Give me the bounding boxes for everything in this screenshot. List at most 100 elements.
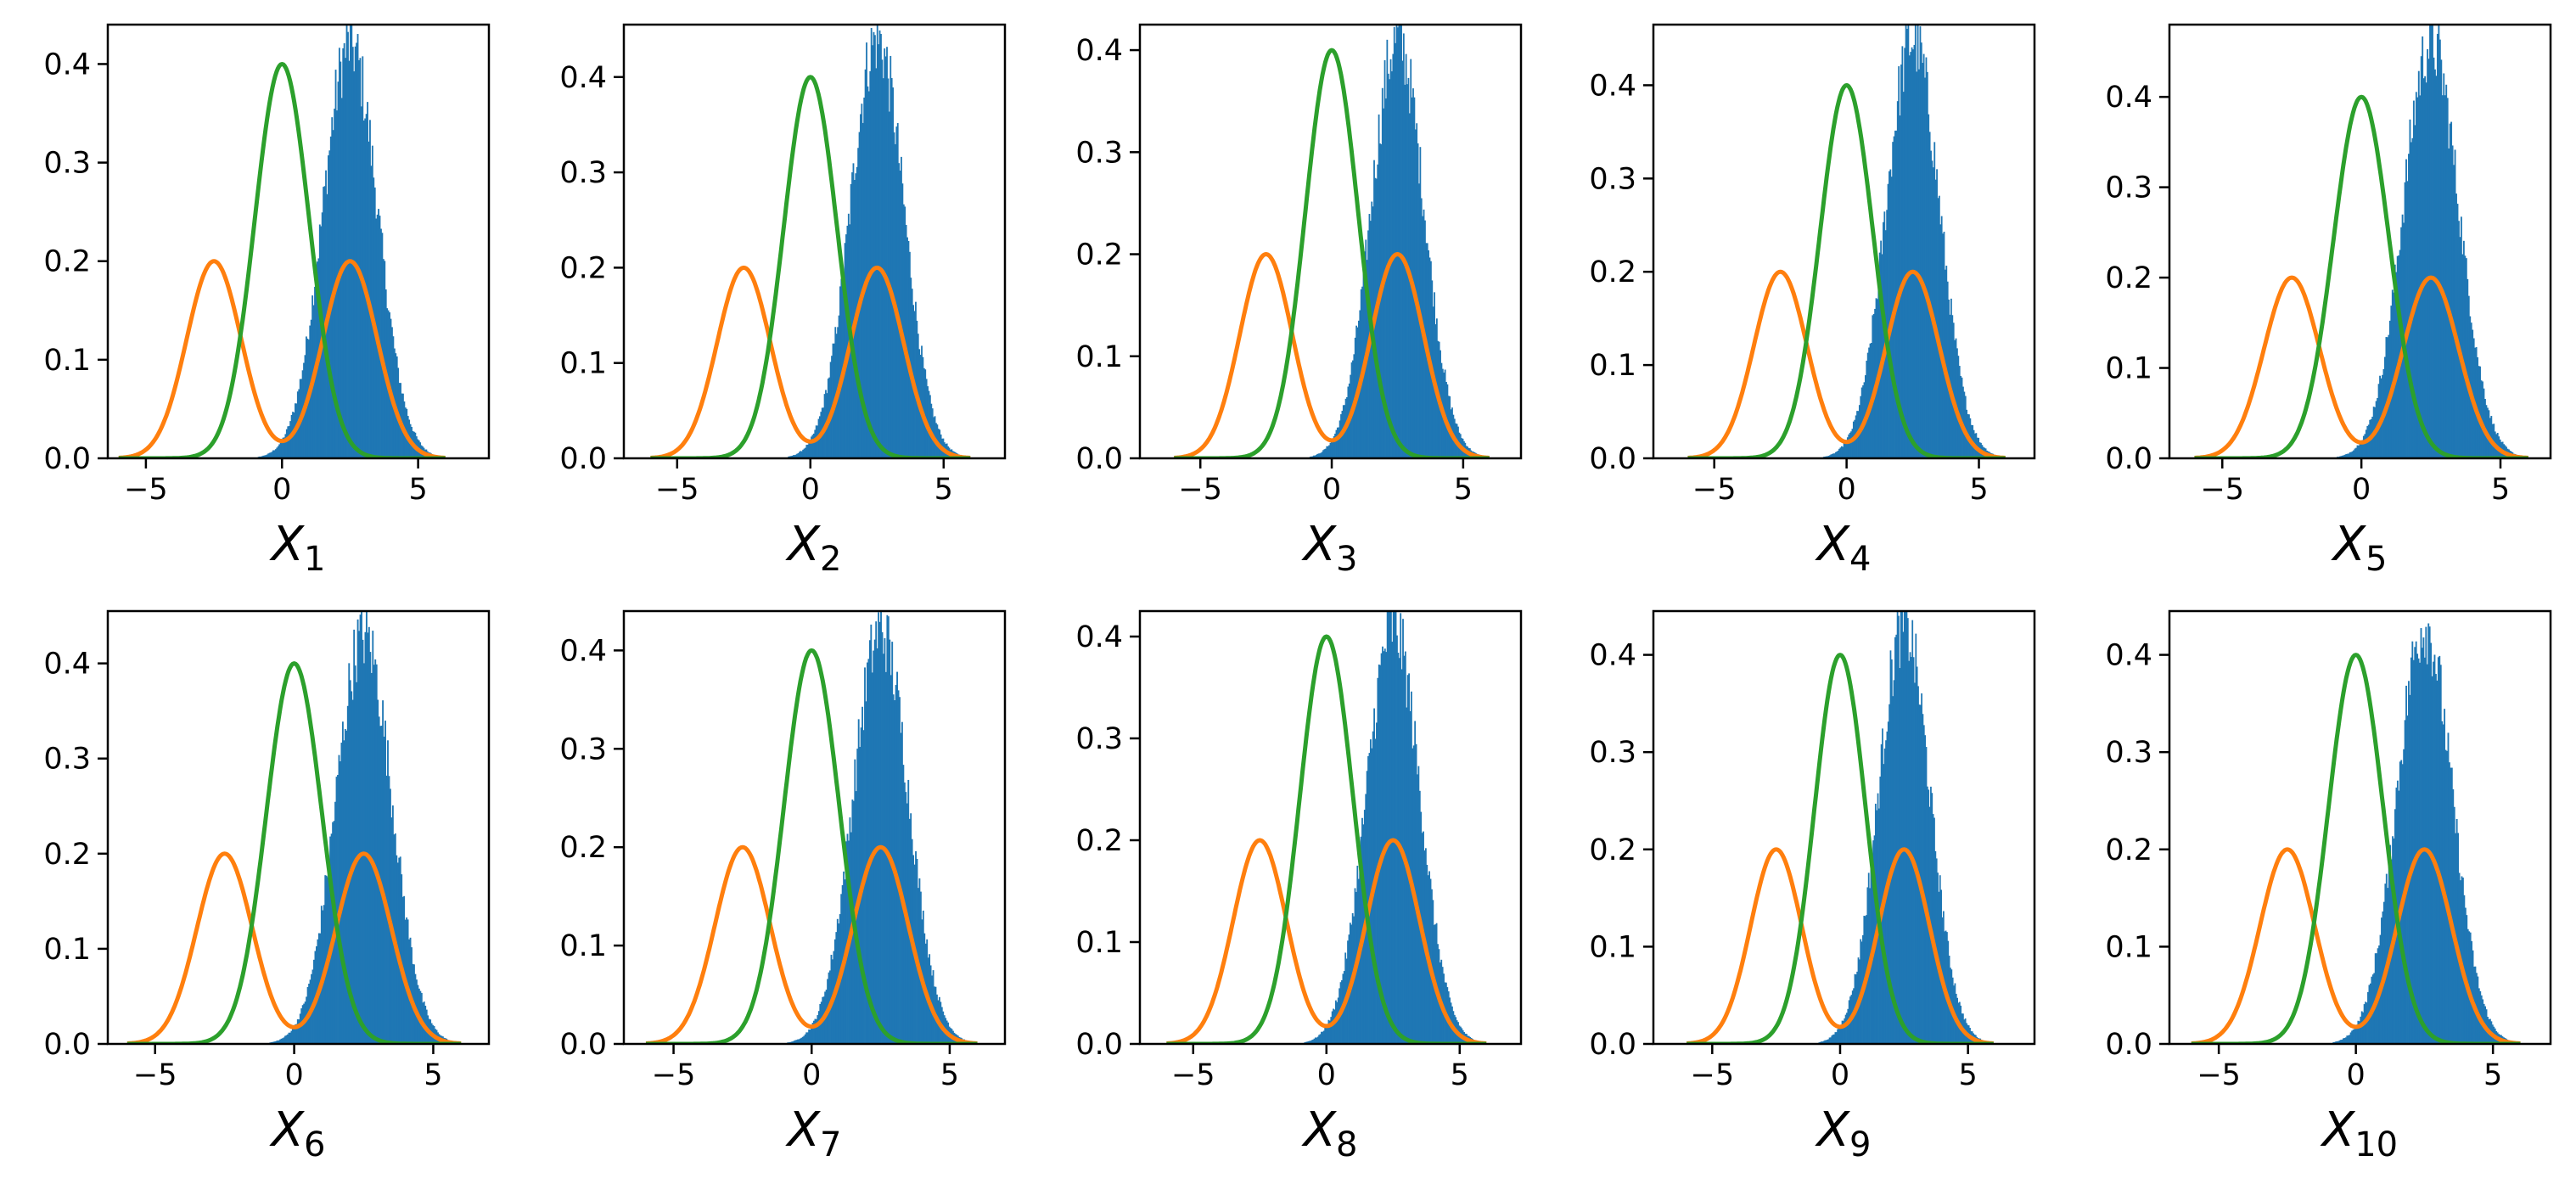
y-tick-label: 0.2 [559,251,607,285]
histogram-bar [806,444,809,458]
histogram-bar [2348,453,2350,458]
histogram-bar [2408,681,2410,1044]
histogram-bar [1415,743,1417,1044]
histogram-bar [1872,315,1874,458]
plot-area [645,611,979,1044]
histogram-bar [354,46,356,458]
y-tick-label: 0.4 [43,648,91,682]
histogram-bar [2427,48,2429,458]
histogram-bar [2390,306,2393,458]
histogram-bar [1947,940,1950,1044]
histogram-bar [273,450,276,458]
histogram-bar [1832,1035,1834,1044]
histogram-bar [2433,654,2436,1044]
histogram-bar [2411,641,2414,1044]
x-tick-label: 5 [1969,473,1988,507]
histogram-bar [884,637,886,1044]
histogram-bar [1827,456,1830,458]
histogram-bar [2357,1020,2360,1044]
histogram-bar [1321,1031,1322,1044]
histogram-bar [1842,1020,1844,1044]
histogram-bar [800,451,802,458]
histogram-bar [840,278,843,458]
mixture-pdf-line [1173,252,1490,458]
histogram-bar [346,705,349,1044]
histogram-bar [351,47,354,458]
x-tick-label: 5 [940,1058,959,1092]
histogram-bar [1957,356,1960,458]
histogram-bar [809,1029,811,1044]
histogram-bar [1324,448,1327,458]
histogram-bar [1406,675,1409,1044]
y-tick-label: 0.0 [2105,442,2152,476]
histogram-bar [2353,450,2355,458]
histogram-bar [2453,806,2455,1044]
histogram-bar [1952,323,1955,458]
y-tick-label: 0.3 [2105,736,2152,770]
histogram-bar [2455,818,2458,1044]
histogram-bar [895,126,898,458]
y-tick-label: 0.0 [559,1028,607,1062]
histogram-bar [1392,611,1395,1044]
histogram-bar [1398,25,1400,458]
histogram-bar [2398,255,2400,458]
plot-area [649,25,972,458]
histogram-bar [891,642,894,1044]
histogram-bar [1892,142,1894,458]
histogram-bar [870,27,873,458]
histogram-bar [2394,264,2396,458]
histogram-bar [365,611,368,1044]
histogram-bar [2440,59,2443,458]
histogram-bar [1391,642,1394,1044]
histogram-bar [1414,721,1417,1044]
histogram-bar [2483,388,2485,458]
histogram-bar [299,1013,301,1044]
mixture-pdf-line [1165,838,1488,1044]
histogram-bar [372,631,374,1044]
histogram-bar [276,447,278,458]
histogram-bar [1918,69,1920,458]
histogram-bar [2430,25,2433,458]
histogram-bar [266,454,268,458]
histogram-bar [348,663,351,1044]
histogram-bar [2467,295,2470,458]
histogram-bar [2343,454,2346,458]
histogram-bar [1917,686,1919,1044]
histogram-bar [2462,240,2465,458]
histogram-bar [1412,88,1414,458]
histogram [1304,611,1484,1044]
histogram-bar [1895,634,1898,1044]
histogram-bar [1833,1034,1835,1044]
histogram-bar [283,1037,285,1044]
histogram-bar [1916,71,1918,458]
histogram-bar [294,1024,296,1044]
histogram-bar [2456,204,2459,458]
histogram-bar [277,1040,279,1044]
histogram-bar [817,425,818,458]
histogram-bar [1825,1040,1827,1044]
histogram-bar [1336,1001,1339,1044]
y-tick-label: 0.2 [1075,238,1123,272]
y-tick-label: 0.4 [559,634,607,668]
histogram [2332,623,2517,1044]
histogram-bar [318,224,321,458]
histogram-bar [1924,735,1927,1044]
x-tick-label: 5 [2483,1058,2502,1092]
histogram-bar [1317,453,1320,458]
histogram-bar [1939,875,1941,1044]
histogram-bar [795,1040,798,1044]
subplot-3: −5 0 5 0.0 0.1 0.2 0.3 0.4 X3 [1075,23,1523,579]
histogram-bar [886,47,888,458]
histogram-bar [2445,84,2448,458]
histogram-bar [278,1040,280,1044]
histogram-bar [1925,747,1928,1044]
histogram-bar [280,1038,283,1044]
histogram-bar [1914,25,1917,458]
histogram-bar [1909,652,1911,1044]
histogram-bar [2427,623,2430,1044]
y-tick-label: 0.4 [2105,639,2152,673]
histogram-bar [1335,429,1338,458]
histogram-bar [1898,66,1900,458]
histogram-bar [803,448,805,458]
y-tick-label: 0.0 [1589,442,1636,476]
